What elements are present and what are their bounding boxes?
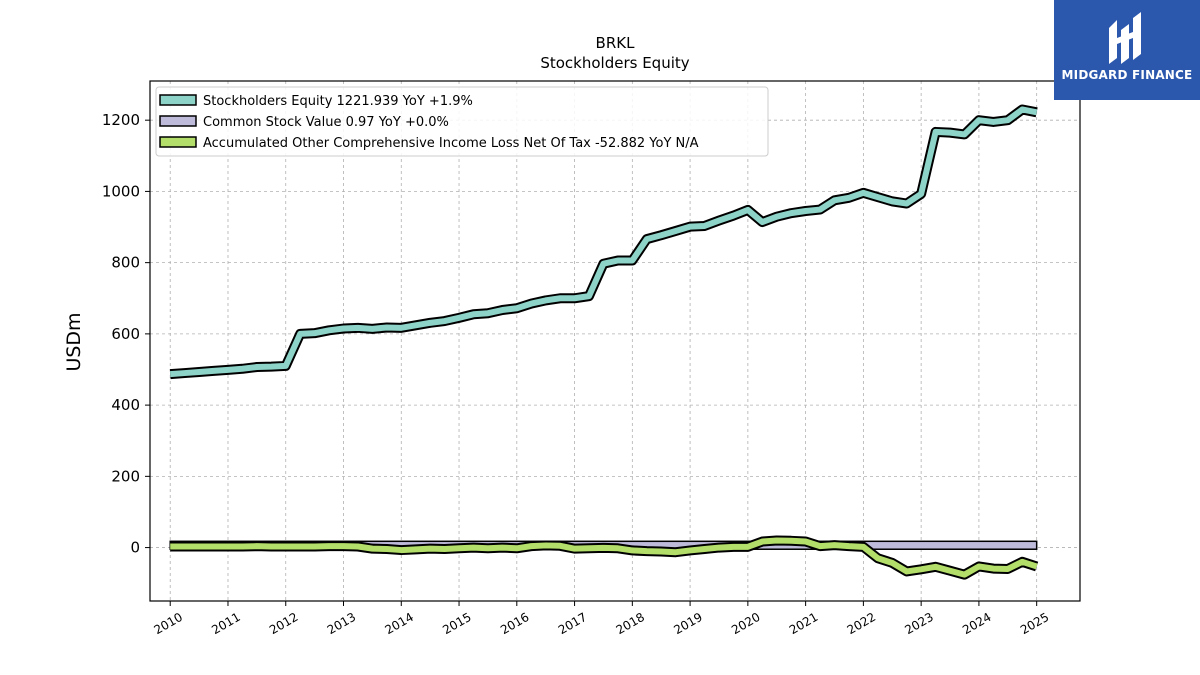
legend-swatch	[159, 94, 197, 106]
chart-title: BRKL	[596, 34, 636, 52]
y-tick-label: 600	[111, 325, 140, 343]
x-tick-label: 2022	[845, 610, 878, 637]
y-tick-label: 1000	[102, 182, 140, 200]
series-aoci-line	[170, 537, 1038, 578]
x-tick-label: 2020	[729, 610, 762, 637]
y-axis-label: USDm	[63, 312, 85, 371]
x-tick-label: 2013	[325, 610, 358, 637]
y-tick-label: 0	[130, 539, 140, 557]
x-tick-label: 2015	[440, 610, 473, 637]
y-tick-label: 800	[111, 254, 140, 272]
legend-label: Stockholders Equity 1221.939 YoY +1.9%	[203, 94, 473, 109]
x-tick-label: 2019	[671, 610, 704, 637]
x-tick-label: 2021	[787, 610, 820, 637]
legend-label: Accumulated Other Comprehensive Income L…	[203, 136, 699, 151]
legend: Stockholders Equity 1221.939 YoY +1.9% Co…	[155, 86, 769, 157]
x-tick-label: 2023	[902, 610, 935, 637]
grid-lines	[150, 81, 1080, 601]
y-tick-label: 200	[111, 467, 140, 485]
x-tick-label: 2010	[151, 610, 184, 637]
y-tick-label: 1200	[102, 111, 140, 129]
legend-label: Common Stock Value 0.97 YoY +0.0%	[203, 115, 449, 130]
x-tick-label: 2018	[614, 610, 647, 637]
legend-box	[155, 86, 769, 157]
series-stockholders-equity-line	[169, 106, 1038, 378]
brand-mark-icon	[1109, 12, 1141, 64]
chart-subtitle: Stockholders Equity	[540, 54, 689, 72]
x-tick-label: 2016	[498, 610, 531, 637]
axes: 0 200 400 600 800 1000 1200 2010 2011 2012 2013 201…	[102, 80, 1081, 637]
brand-name: MIDGARD FINANCE	[1061, 68, 1193, 82]
legend-swatch	[159, 115, 197, 127]
x-tick-label: 2025	[1018, 610, 1051, 637]
x-tick-label: 2011	[209, 610, 242, 637]
series-layer	[169, 104, 1039, 580]
brand-logo: MIDGARD FINANCE	[1054, 0, 1200, 100]
y-tick-label: 400	[111, 396, 140, 414]
legend-swatch	[159, 136, 197, 148]
x-tick-label: 2017	[556, 610, 589, 637]
x-tick-label: 2014	[383, 610, 416, 637]
x-tick-label: 2024	[960, 610, 993, 637]
plot-frame	[149, 80, 1081, 602]
x-tick-label: 2012	[267, 610, 300, 637]
